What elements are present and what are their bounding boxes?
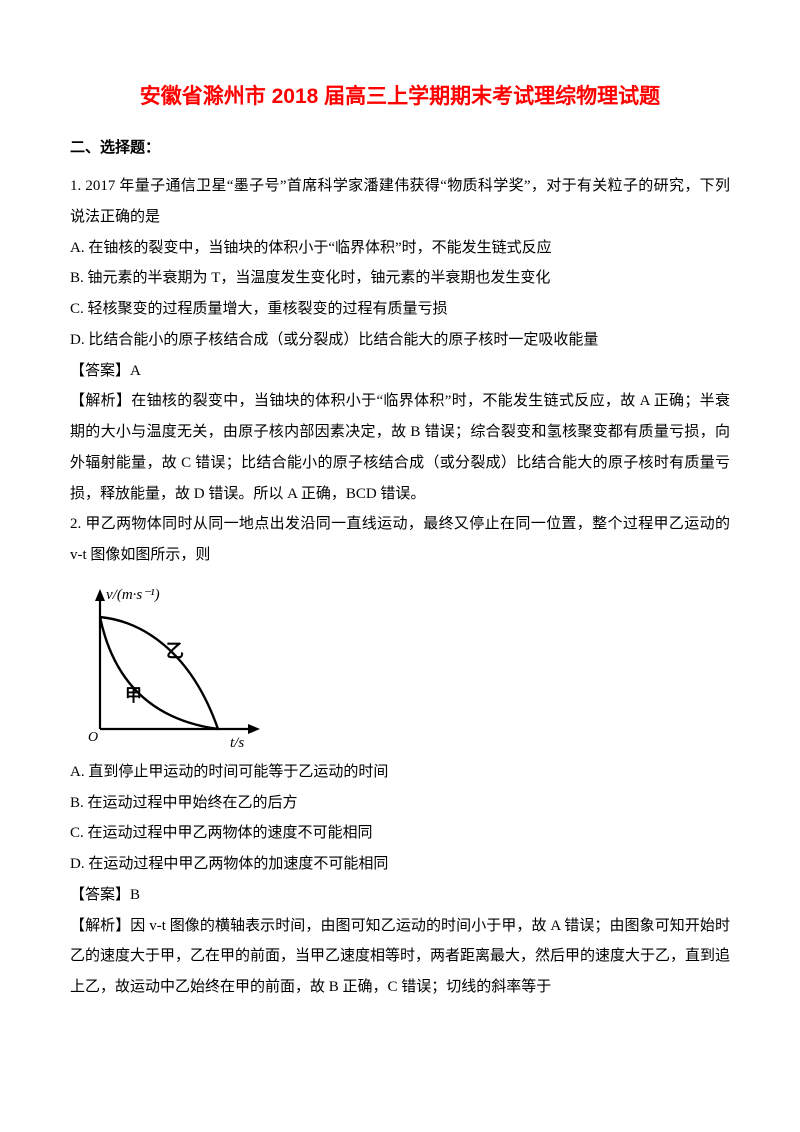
curve-label-jia: 甲 — [125, 686, 142, 705]
q1-option-a: A. 在铀核的裂变中，当铀块的体积小于“临界体积”时，不能发生链式反应 — [70, 233, 730, 264]
axes — [95, 589, 260, 734]
q1-option-b: B. 铀元素的半衰期为 T，当温度发生变化时，铀元素的半衰期也发生变化 — [70, 263, 730, 294]
q1-option-c: C. 轻核聚变的过程质量增大，重核裂变的过程有质量亏损 — [70, 294, 730, 325]
q2-option-a: A. 直到停止甲运动的时间可能等于乙运动的时间 — [70, 757, 730, 788]
q1-stem: 1. 2017 年量子通信卫星“墨子号”首席科学家潘建伟获得“物质科学奖”，对于… — [70, 171, 730, 233]
vt-graph-block: v/(m·s⁻¹) t/s O 乙 甲 — [70, 579, 730, 749]
q2-option-b: B. 在运动过程中甲始终在乙的后方 — [70, 788, 730, 819]
curve-label-yi: 乙 — [166, 641, 184, 661]
x-axis-label: t/s — [230, 735, 244, 749]
q2-stem: 2. 甲乙两物体同时从同一地点出发沿同一直线运动，最终又停止在同一位置，整个过程… — [70, 509, 730, 571]
q1-answer: 【答案】A — [70, 356, 730, 387]
q2-option-c: C. 在运动过程中甲乙两物体的速度不可能相同 — [70, 818, 730, 849]
curve-yi — [100, 617, 218, 729]
vt-graph: v/(m·s⁻¹) t/s O 乙 甲 — [70, 579, 270, 749]
y-axis-label: v/(m·s⁻¹) — [106, 587, 160, 603]
exam-title: 安徽省滁州市 2018 届高三上学期期末考试理综物理试题 — [70, 80, 730, 110]
q2-option-d: D. 在运动过程中甲乙两物体的加速度不可能相同 — [70, 849, 730, 880]
curve-jia — [100, 617, 218, 729]
q1-option-d: D. 比结合能小的原子核结合成（或分裂成）比结合能大的原子核时一定吸收能量 — [70, 325, 730, 356]
q2-explain: 【解析】因 v-t 图像的横轴表示时间，由图可知乙运动的时间小于甲，故 A 错误… — [70, 911, 730, 1003]
origin-label: O — [88, 730, 98, 745]
q2-answer: 【答案】B — [70, 880, 730, 911]
q1-explain: 【解析】在铀核的裂变中，当铀块的体积小于“临界体积”时，不能发生链式反应，故 A… — [70, 386, 730, 509]
section-header: 二、选择题： — [70, 136, 730, 157]
